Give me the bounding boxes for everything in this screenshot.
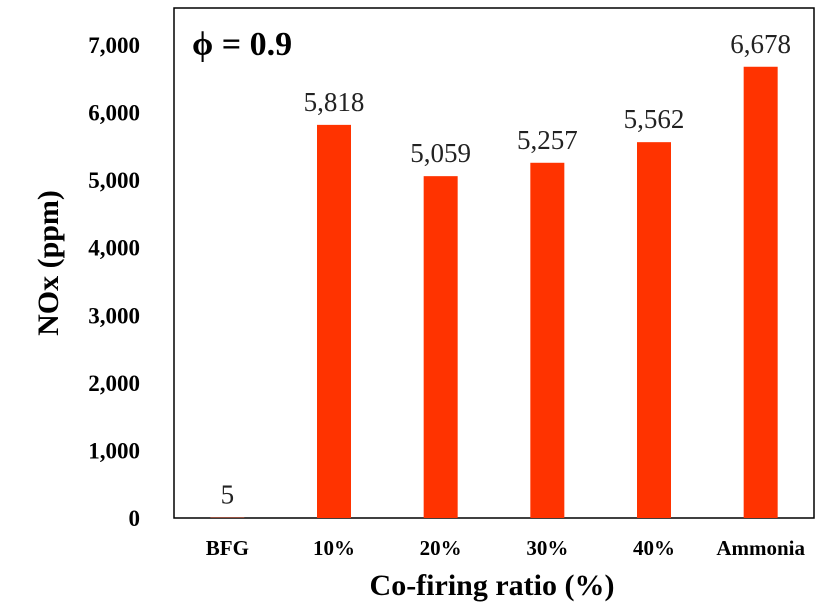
y-tick-label: 4,000 xyxy=(88,236,140,261)
bar xyxy=(637,142,671,518)
x-tick-label: Ammonia xyxy=(716,536,805,560)
y-tick-label: 5,000 xyxy=(88,168,140,193)
x-tick-label: 40% xyxy=(633,536,675,560)
plot-frame xyxy=(173,7,815,519)
phi-annotation: ϕ = 0.9 xyxy=(192,26,292,63)
x-axis-ticks: BFG 10% 20% 30% 40% Ammonia xyxy=(206,536,806,560)
x-tick-label: BFG xyxy=(206,536,249,560)
y-axis-title: NOx (ppm) xyxy=(32,190,65,336)
x-tick-label: 20% xyxy=(420,536,462,560)
bar xyxy=(317,124,351,518)
x-axis-title: Co-firing ratio (%) xyxy=(370,569,615,602)
bar xyxy=(423,176,458,519)
bar-value-label: 5 xyxy=(221,480,235,510)
x-tick-label: 30% xyxy=(526,536,568,560)
y-tick-label: 2,000 xyxy=(88,371,140,396)
y-tick-label: 3,000 xyxy=(88,303,140,328)
bar-value-label: 5,818 xyxy=(304,87,365,117)
bar xyxy=(743,66,778,519)
bars xyxy=(210,66,778,519)
y-tick-label: 6,000 xyxy=(88,101,140,126)
bar-value-label: 5,059 xyxy=(410,138,471,168)
bar-value-label: 5,562 xyxy=(624,104,685,134)
y-tick-label: 0 xyxy=(129,506,141,531)
y-tick-label: 1,000 xyxy=(88,438,140,463)
y-axis-ticks: 0 1,000 2,000 3,000 4,000 5,000 6,000 7,000 xyxy=(88,33,140,531)
bar-value-label: 6,678 xyxy=(730,29,791,59)
y-tick-label: 7,000 xyxy=(88,33,140,58)
x-tick-label: 10% xyxy=(313,536,355,560)
bar xyxy=(530,162,565,519)
data-labels: 5 5,818 5,059 5,257 5,562 6,678 xyxy=(221,29,791,510)
bar-value-label: 5,257 xyxy=(517,125,578,155)
